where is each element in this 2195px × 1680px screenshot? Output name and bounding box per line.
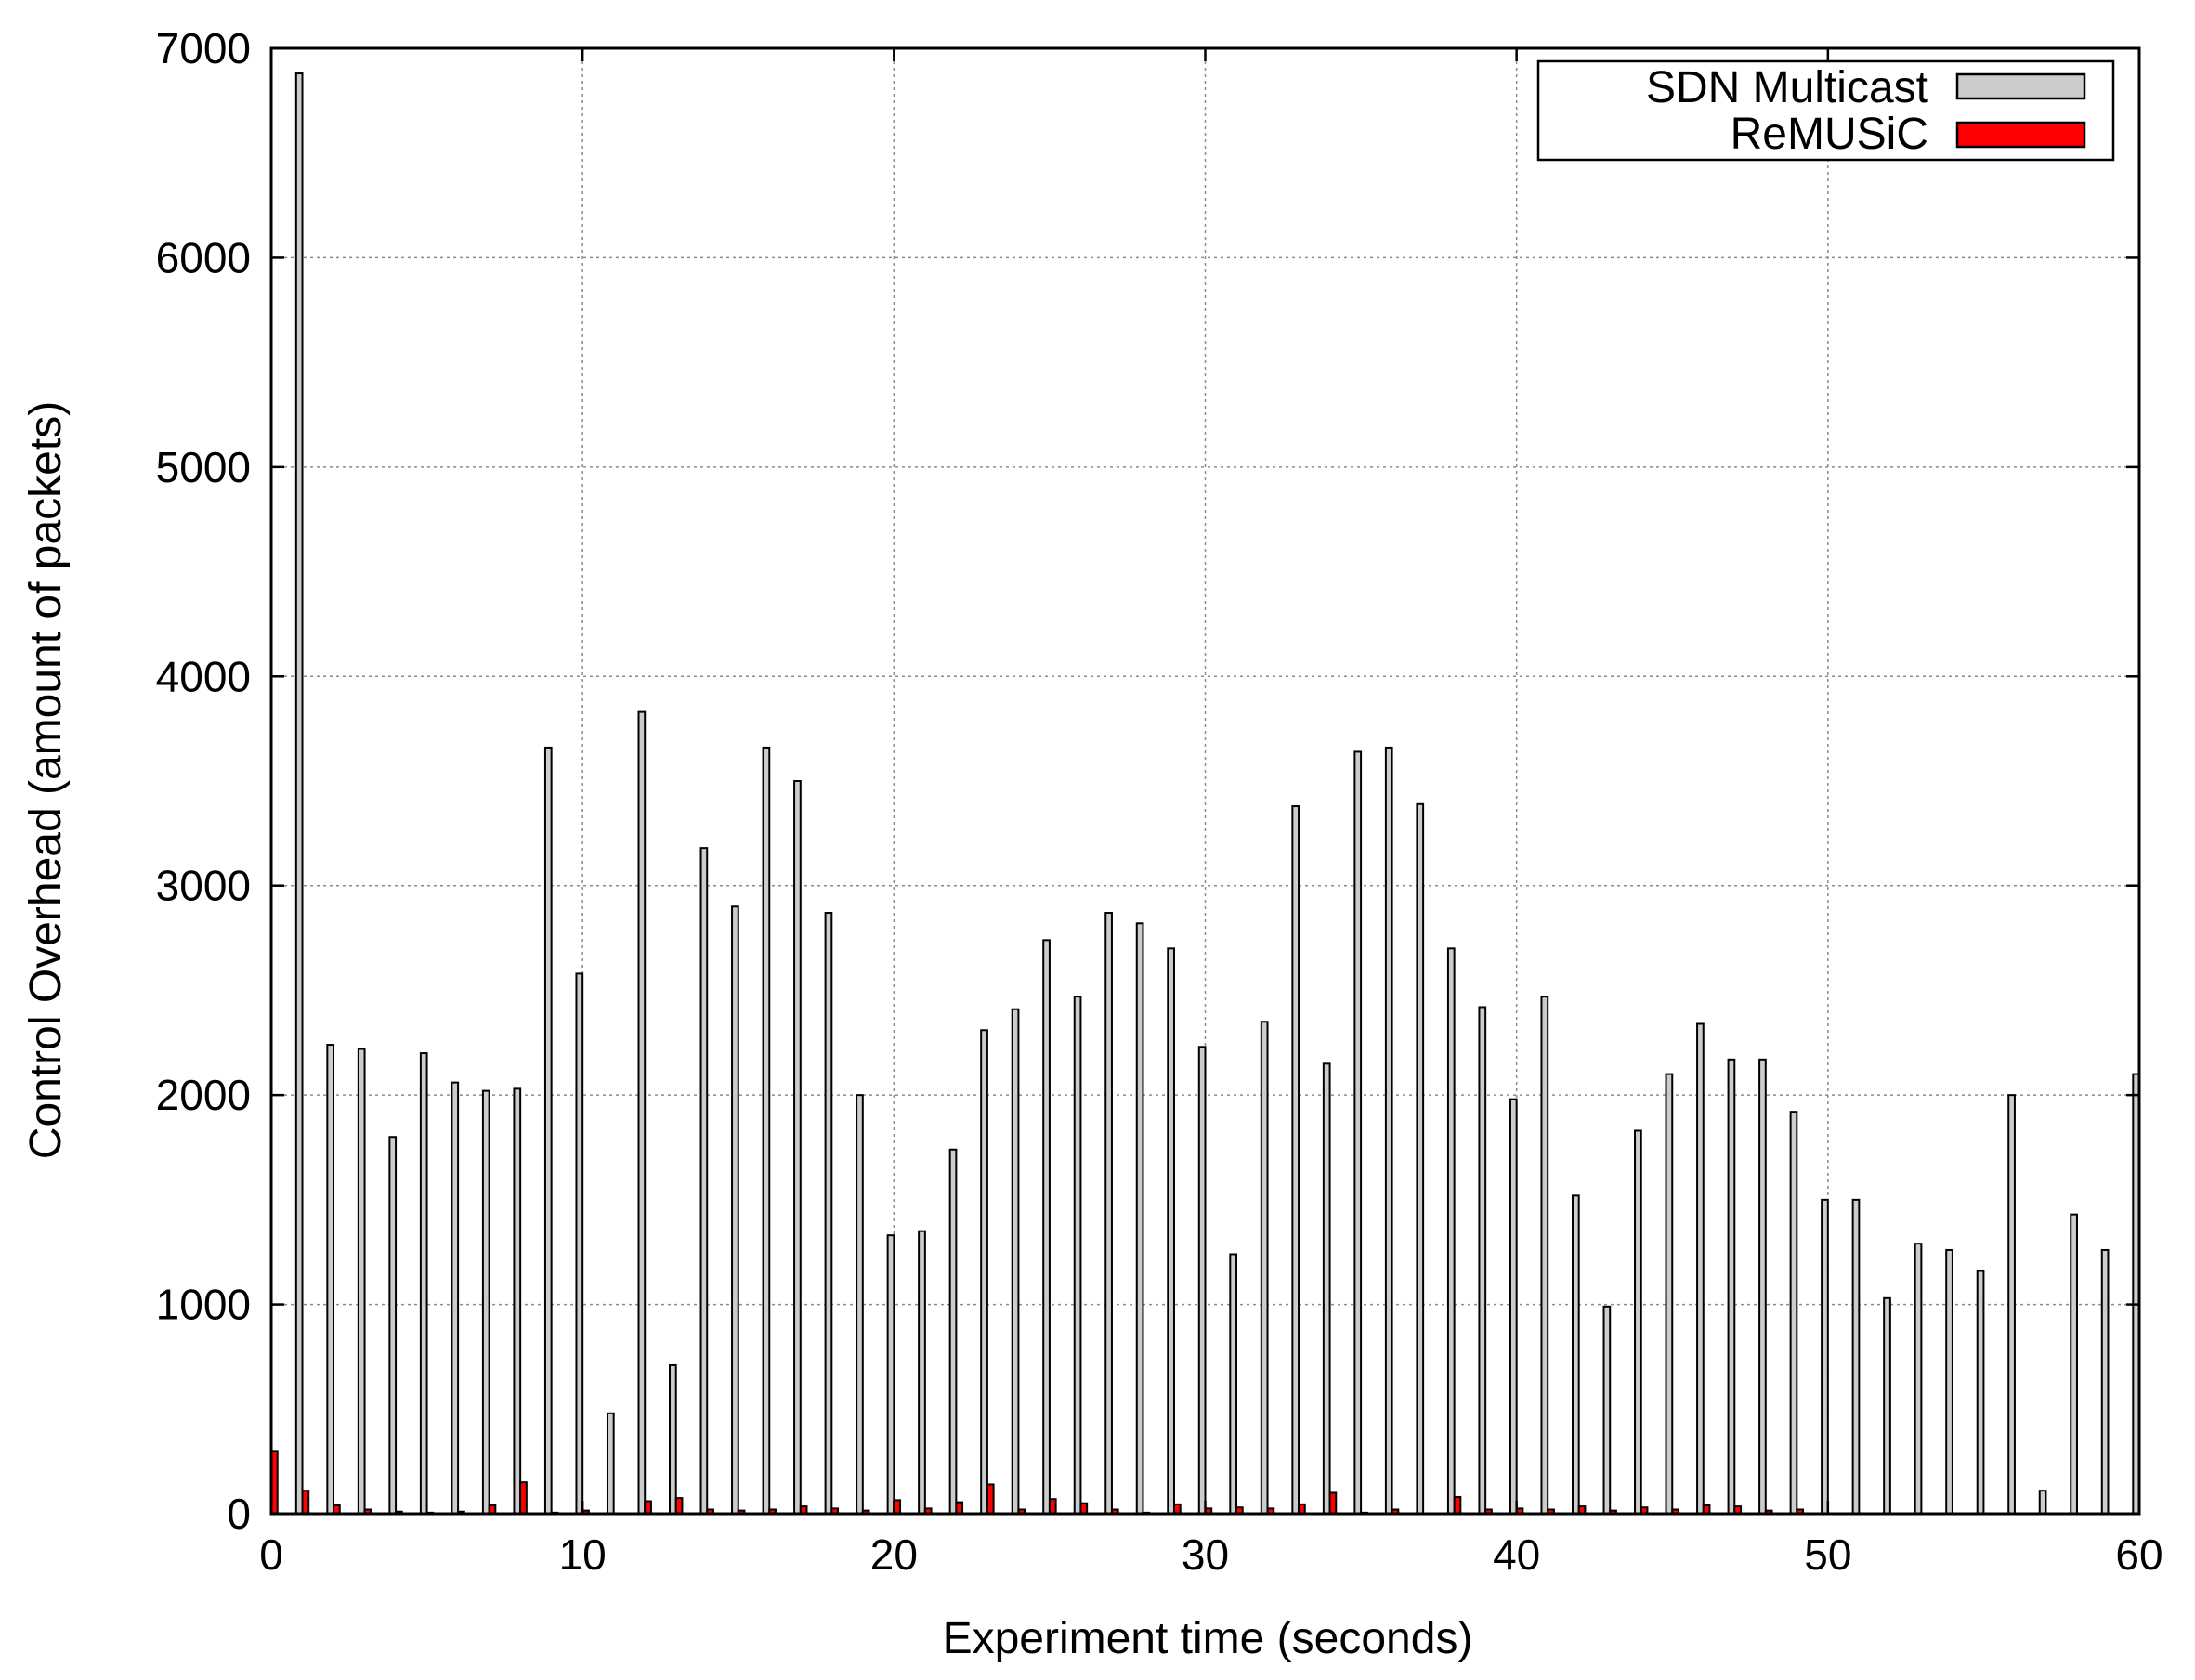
bar-sdn-multicast xyxy=(2007,1094,2016,1515)
ticks xyxy=(269,46,2141,1516)
bar-sdn-multicast xyxy=(1758,1058,1767,1515)
y-tick-label: 6000 xyxy=(156,233,251,281)
x-tick-label: 20 xyxy=(870,1530,918,1579)
y-tick-label: 1000 xyxy=(156,1281,251,1329)
bar-sdn-multicast xyxy=(1229,1253,1238,1516)
y-axis-title: Control Overhead (amount of packets) xyxy=(21,401,71,1159)
bar-sdn-multicast xyxy=(1696,1022,1705,1516)
bar-sdn-multicast xyxy=(1509,1098,1518,1516)
bar-remusic xyxy=(955,1501,964,1516)
x-tick-label: 50 xyxy=(1804,1530,1851,1579)
bar-sdn-multicast xyxy=(731,905,739,1515)
bar-sdn-multicast xyxy=(918,1230,926,1515)
bar-sdn-multicast xyxy=(1478,1006,1487,1516)
bar-sdn-multicast xyxy=(1073,996,1082,1515)
bar-sdn-multicast xyxy=(1540,996,1549,1515)
bar-sdn-multicast xyxy=(1976,1270,1985,1515)
bar-remusic xyxy=(986,1483,995,1515)
bar-sdn-multicast xyxy=(1291,805,1300,1515)
x-tick-labels: 0 10 20 30 40 50 60 xyxy=(259,1530,2162,1579)
bar-sdn-multicast xyxy=(1727,1058,1736,1515)
bar-remusic xyxy=(1453,1495,1462,1515)
bar-sdn-multicast xyxy=(2100,1248,2110,1515)
bar-sdn-multicast xyxy=(886,1234,895,1516)
bar-sdn-multicast xyxy=(1042,939,1051,1515)
bar-sdn-multicast xyxy=(1571,1194,1580,1515)
bar-remusic xyxy=(1079,1502,1089,1515)
bar-remusic xyxy=(1048,1498,1057,1515)
bar-sdn-multicast xyxy=(419,1052,428,1515)
y-tick-labels: 0 1000 2000 3000 4000 5000 6000 7000 xyxy=(156,24,251,1538)
bar-sdn-multicast xyxy=(1789,1111,1798,1515)
x-tick-label: 30 xyxy=(1182,1530,1229,1579)
bar-sdn-multicast xyxy=(1821,1198,1829,1516)
bar-remusic xyxy=(1172,1503,1182,1515)
bar-remusic xyxy=(644,1500,652,1515)
bar-sdn-multicast xyxy=(575,972,584,1515)
y-tick-label: 0 xyxy=(227,1490,251,1538)
bar-sdn-multicast xyxy=(856,1094,864,1515)
bar-sdn-multicast xyxy=(388,1136,398,1515)
bar-sdn-multicast xyxy=(1011,1008,1020,1515)
bar-remusic xyxy=(301,1490,310,1516)
bar-remusic xyxy=(519,1481,528,1515)
bar-sdn-multicast xyxy=(637,710,647,1515)
x-axis-title: Experiment time (seconds) xyxy=(943,1614,1473,1663)
bar-sdn-multicast xyxy=(513,1087,522,1515)
x-tick-label: 40 xyxy=(1493,1530,1540,1579)
x-tick-label: 10 xyxy=(559,1530,607,1579)
legend: SDN Multicast ReMUSiC xyxy=(1536,59,2115,162)
bar-sdn-multicast xyxy=(326,1044,335,1516)
bar-sdn-multicast xyxy=(606,1412,615,1516)
bar-sdn-multicast xyxy=(1446,947,1456,1515)
y-tick-label: 3000 xyxy=(156,862,251,910)
legend-swatch-sdn-multicast xyxy=(1955,72,2086,100)
legend-swatch-remusic xyxy=(1955,121,2086,149)
bar-sdn-multicast xyxy=(357,1048,366,1515)
bar-remusic xyxy=(674,1497,684,1516)
y-tick-label: 5000 xyxy=(156,443,251,491)
bar-sdn-multicast xyxy=(1135,922,1144,1515)
bar-sdn-multicast xyxy=(1634,1129,1642,1515)
x-tick-label: 60 xyxy=(2115,1530,2162,1579)
y-tick-label: 7000 xyxy=(156,24,251,72)
bar-sdn-multicast xyxy=(980,1029,988,1515)
bar-sdn-multicast xyxy=(1945,1248,1953,1515)
bar-sdn-multicast xyxy=(1602,1305,1612,1515)
bar-sdn-multicast xyxy=(2038,1490,2047,1516)
x-tick-label: 0 xyxy=(259,1530,283,1579)
bar-sdn-multicast xyxy=(543,746,553,1515)
bar-sdn-multicast xyxy=(481,1089,490,1515)
bar-sdn-multicast xyxy=(793,780,802,1515)
bar-sdn-multicast xyxy=(1914,1243,1923,1515)
legend-label-sdn-multicast: SDN Multicast xyxy=(1646,63,1928,112)
bar-sdn-multicast xyxy=(699,847,709,1515)
bar-sdn-multicast xyxy=(1665,1073,1674,1515)
bars xyxy=(270,72,2140,1516)
bar-sdn-multicast xyxy=(1851,1198,1861,1516)
bar-remusic xyxy=(1298,1503,1306,1515)
bar-sdn-multicast xyxy=(1384,746,1393,1515)
legend-label-remusic: ReMUSiC xyxy=(1731,110,1928,159)
bar-sdn-multicast xyxy=(762,746,771,1515)
bar-sdn-multicast xyxy=(824,912,833,1515)
bar-sdn-multicast xyxy=(2070,1213,2078,1515)
bar-remusic xyxy=(1328,1491,1338,1516)
bar-sdn-multicast xyxy=(1353,750,1363,1515)
bar-sdn-multicast xyxy=(669,1363,677,1515)
bar-sdn-multicast xyxy=(948,1148,958,1515)
bar-sdn-multicast xyxy=(1104,912,1113,1515)
bar-sdn-multicast xyxy=(1197,1046,1207,1516)
y-tick-label: 4000 xyxy=(156,652,251,700)
bar-sdn-multicast xyxy=(1883,1296,1891,1516)
bar-sdn-multicast xyxy=(1167,947,1175,1515)
bar-sdn-multicast xyxy=(1260,1021,1269,1515)
bar-sdn-multicast xyxy=(1416,802,1425,1515)
bar-sdn-multicast xyxy=(451,1081,460,1516)
y-tick-label: 2000 xyxy=(156,1071,251,1119)
bar-sdn-multicast xyxy=(1322,1062,1331,1516)
bar-sdn-multicast xyxy=(294,72,304,1516)
